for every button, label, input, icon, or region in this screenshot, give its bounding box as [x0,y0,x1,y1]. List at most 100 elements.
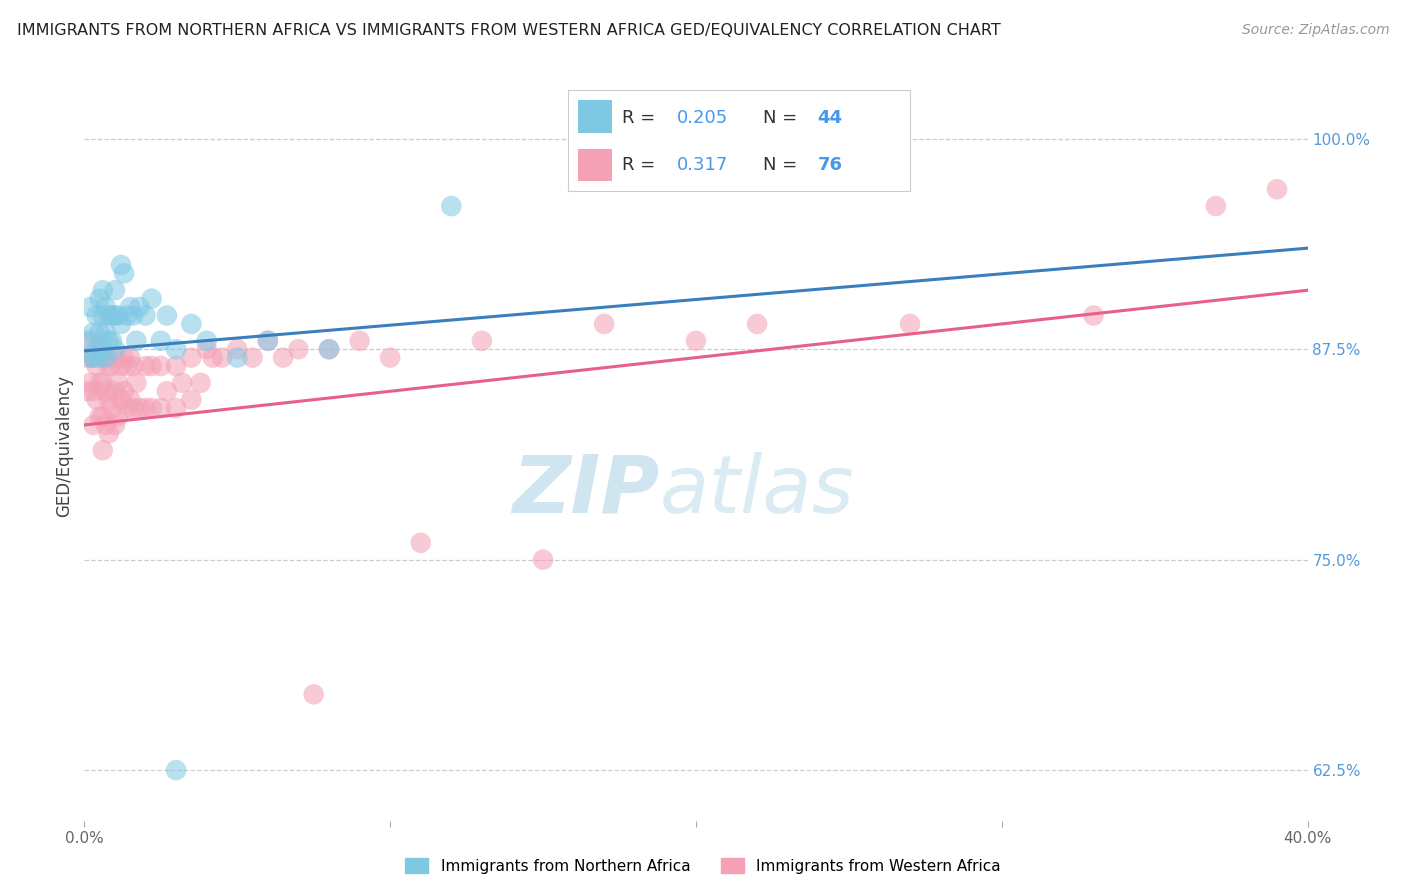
Point [135,401,157,416]
Point [120,300,142,314]
Point [94,351,117,365]
Point [898,317,921,331]
Point [104,342,127,356]
Point [122,401,145,416]
Point [97,426,120,441]
Point [107,376,129,390]
Point [104,283,127,297]
Point [165,763,187,777]
Point [165,359,187,373]
Point [112,384,135,399]
Point [83,417,105,432]
Point [135,309,157,323]
Point [86,392,108,407]
Point [79,351,101,365]
Point [86,359,108,373]
Point [226,342,249,356]
Point [91,376,114,390]
Point [110,317,132,331]
Point [156,384,179,399]
Point [104,417,127,432]
Legend: Immigrants from Northern Africa, Immigrants from Western Africa: Immigrants from Northern Africa, Immigra… [399,852,1007,880]
Point [101,401,124,416]
Point [97,392,120,407]
Point [593,317,616,331]
Point [287,342,309,356]
Point [471,334,494,348]
Point [318,342,340,356]
Point [76,351,98,365]
Point [79,376,101,390]
Point [318,342,340,356]
Point [195,342,218,356]
Point [94,351,117,365]
Point [89,376,111,390]
Y-axis label: GED/Equivalency: GED/Equivalency [55,375,73,517]
Point [89,292,111,306]
Point [1083,309,1105,323]
Point [141,401,163,416]
Point [141,359,163,373]
Point [94,300,117,314]
Point [1265,182,1288,196]
Point [94,417,117,432]
Point [110,359,132,373]
Point [79,300,101,314]
Point [172,376,194,390]
Point [86,342,108,356]
Point [94,326,117,340]
Point [86,309,108,323]
Point [211,351,233,365]
Point [104,309,127,323]
Point [128,300,150,314]
Point [125,376,148,390]
Point [141,292,163,306]
Point [165,342,187,356]
Point [120,392,142,407]
Point [83,351,105,365]
Point [195,334,218,348]
Point [409,536,432,550]
Point [440,199,463,213]
Point [89,351,111,365]
Point [257,334,280,348]
Point [91,351,114,365]
Point [180,317,202,331]
Point [380,351,402,365]
Point [94,384,117,399]
Point [149,359,172,373]
Point [112,267,135,281]
Point [101,334,124,348]
Point [349,334,371,348]
Point [226,351,249,365]
Text: IMMIGRANTS FROM NORTHERN AFRICA VS IMMIGRANTS FROM WESTERN AFRICA GED/EQUIVALENC: IMMIGRANTS FROM NORTHERN AFRICA VS IMMIG… [17,23,1001,38]
Point [112,351,135,365]
Point [122,309,145,323]
Point [122,359,145,373]
Point [110,392,132,407]
Point [83,384,105,399]
Point [128,401,150,416]
Point [531,552,554,566]
Point [180,392,202,407]
Point [97,359,120,373]
Text: ZIP: ZIP [512,452,659,530]
Point [89,326,111,340]
Point [135,359,157,373]
Point [91,443,114,458]
Point [115,359,138,373]
Text: atlas: atlas [659,452,853,530]
Point [101,309,124,323]
Point [91,409,114,424]
Point [79,334,101,348]
Point [89,409,111,424]
Point [76,334,98,348]
Point [120,351,142,365]
Point [685,334,707,348]
Point [1205,199,1227,213]
Point [97,334,120,348]
Point [156,309,179,323]
Point [165,401,187,416]
Point [101,359,124,373]
Point [257,334,280,348]
